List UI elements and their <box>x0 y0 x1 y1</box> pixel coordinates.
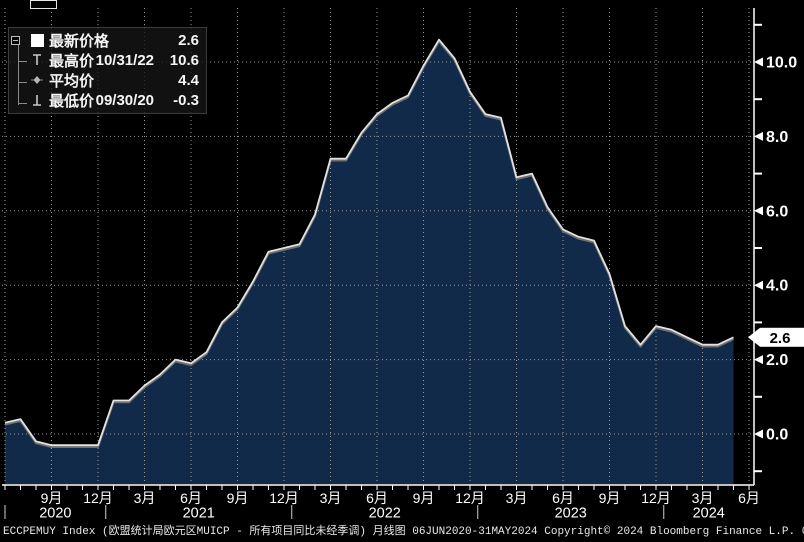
last-price-flag-arrow <box>748 327 760 347</box>
status-text: ECCPEMUY Index (欧盟统计局欧元区MUICP - 所有项目同比未经… <box>3 526 804 538</box>
last-price-flag <box>760 327 804 347</box>
x-axis-label: 12月 <box>455 490 485 506</box>
x-axis-year-label: 2021 <box>183 506 215 522</box>
high-marker-icon <box>31 53 49 67</box>
status-bar: ECCPEMUY Index (欧盟统计局欧元区MUICP - 所有项目同比未经… <box>0 522 804 542</box>
x-axis-label: 12月 <box>641 490 671 506</box>
x-axis-year-label: 2020 <box>39 506 71 522</box>
legend-row-last[interactable]: 最新价格 2.6 <box>11 30 199 50</box>
x-axis-label: 9月 <box>227 490 249 506</box>
x-axis-year-label: 2024 <box>693 506 725 522</box>
y-major-tick-arrow <box>754 131 763 141</box>
x-axis-label: 6月 <box>552 490 574 506</box>
legend-row-high[interactable]: 最高价 10/31/22 10.6 <box>11 50 199 70</box>
legend-value: 4.4 <box>178 71 199 89</box>
y-major-tick-arrow <box>754 280 763 290</box>
y-axis-label: 2.0 <box>766 352 788 369</box>
y-axis-label: 8.0 <box>766 129 788 146</box>
y-axis-label: 0.0 <box>766 427 788 444</box>
chart-legend: 最新价格 2.6 最高价 10/31/22 10.6 平均价 4.4 <box>8 27 207 114</box>
x-axis-year-label: 2023 <box>555 506 587 522</box>
y-axis-label: 4.0 <box>766 278 788 295</box>
y-major-tick-arrow <box>754 57 763 67</box>
series-area <box>5 39 734 484</box>
legend-value: 10.6 <box>169 51 199 69</box>
x-axis-label: 9月 <box>413 490 435 506</box>
x-axis-label: 6月 <box>366 490 388 506</box>
legend-label: 最高价 <box>49 52 95 70</box>
legend-value: 2.6 <box>178 31 199 49</box>
series-line <box>4 38 734 447</box>
legend-label: 最低价 <box>49 92 95 110</box>
y-major-tick-arrow <box>754 355 763 365</box>
x-axis-label: 9月 <box>599 490 621 506</box>
series-swatch <box>31 33 49 47</box>
x-axis-label: 3月 <box>320 490 342 506</box>
low-marker-icon <box>31 93 49 107</box>
legend-tree-branch <box>18 103 27 104</box>
x-axis-label: 6月 <box>738 490 760 506</box>
legend-tree-branch <box>18 82 27 83</box>
average-marker-icon <box>31 73 49 87</box>
x-axis-label: 12月 <box>269 490 299 506</box>
last-price-value: 2.6 <box>770 330 791 347</box>
legend-tree-line <box>18 45 19 105</box>
x-axis-year-label: 2022 <box>369 506 401 522</box>
y-major-tick-arrow <box>754 206 763 216</box>
x-axis-label: 3月 <box>134 490 156 506</box>
legend-row-low[interactable]: 最低价 09/30/20 -0.3 <box>11 90 199 110</box>
legend-value: -0.3 <box>173 91 199 109</box>
x-axis-label: 3月 <box>692 490 714 506</box>
y-major-tick-arrow <box>754 429 763 439</box>
panel-grip[interactable] <box>30 0 57 9</box>
x-axis-label: 3月 <box>506 490 528 506</box>
legend-label: 最新价格 <box>49 32 110 50</box>
x-axis-label: 6月 <box>180 490 202 506</box>
legend-tree-branch <box>18 61 27 62</box>
legend-date: 09/30/20 <box>95 91 154 109</box>
x-axis-label: 9月 <box>41 490 63 506</box>
x-axis-label: 12月 <box>83 490 113 506</box>
legend-date: 10/31/22 <box>95 51 154 69</box>
y-axis-label: 6.0 <box>766 203 788 220</box>
legend-row-average[interactable]: 平均价 4.4 <box>11 70 199 90</box>
legend-collapse-toggle[interactable] <box>11 36 20 45</box>
legend-label: 平均价 <box>49 72 95 90</box>
y-axis-label: 10.0 <box>766 55 797 72</box>
